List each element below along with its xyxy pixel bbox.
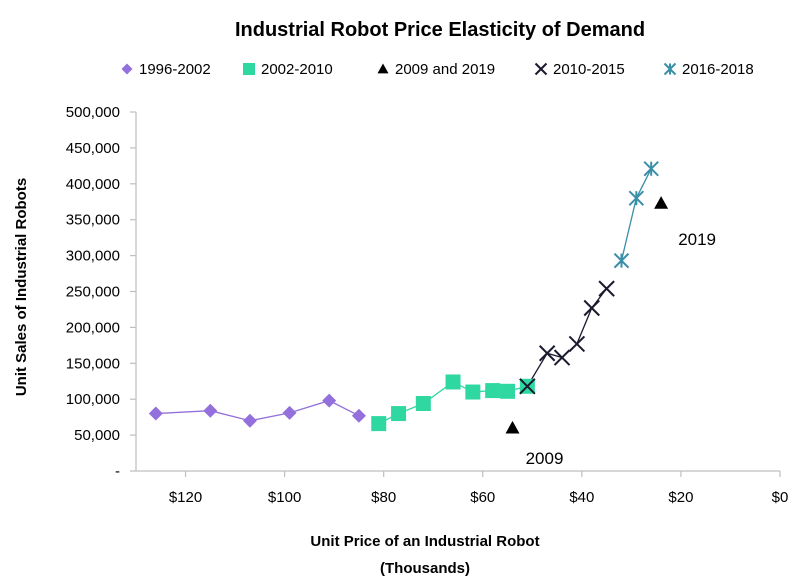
annotations: 2009 2019: [526, 230, 716, 468]
data-point: [371, 416, 387, 432]
legend-swatch: [121, 63, 133, 75]
x-tick-label: $80: [371, 489, 396, 506]
x-tick-label: $20: [668, 489, 693, 506]
legend-label: 2016-2018: [682, 61, 754, 78]
y-axis-title: Unit Sales of Industrial Robots: [13, 178, 30, 396]
y-ticks: - 50,000 100,000 150,000 200,000 250,000 300,0…: [66, 104, 136, 480]
series-line-4: [620, 168, 652, 261]
x-tick-label: $40: [569, 489, 594, 506]
legend-item: 2010-2015: [534, 61, 625, 78]
y-tick-label: 450,000: [66, 140, 120, 157]
x-ticks: $120 $100 $80 $60 $40 $20 $0: [169, 471, 788, 506]
y-tick-label: 350,000: [66, 212, 120, 229]
data-point: [282, 405, 297, 420]
data-point: [465, 384, 481, 400]
series-line-0: [155, 399, 360, 422]
y-tick-label: 200,000: [66, 319, 120, 336]
series-line-3: [526, 288, 608, 387]
data-point: [519, 378, 536, 395]
legend-label: 2010-2015: [553, 61, 625, 78]
data-point: [242, 413, 257, 428]
x-tick-label: $100: [268, 489, 301, 506]
y-tick-label: -: [115, 463, 120, 480]
x-tick-label: $60: [470, 489, 495, 506]
data-point: [485, 383, 501, 399]
plot-area: - 50,000 100,000 150,000 200,000 250,000 300,0…: [66, 104, 789, 506]
legend-item: 2002-2010: [243, 61, 333, 78]
x-tick-label: $0: [772, 489, 789, 506]
series-markers: [148, 161, 669, 434]
data-point: [148, 406, 163, 421]
y-tick-label: 400,000: [66, 176, 120, 193]
legend-swatch: [534, 62, 548, 76]
legend-label: 2002-2010: [261, 61, 333, 78]
data-point: [613, 252, 630, 269]
annotation-label: 2019: [678, 230, 716, 249]
y-tick-label: 50,000: [74, 427, 120, 444]
data-point: [568, 335, 586, 353]
data-point: [203, 403, 218, 418]
y-tick-label: 300,000: [66, 248, 120, 265]
data-point: [322, 393, 337, 408]
data-point: [505, 420, 520, 434]
legend-label: 2009 and 2019: [395, 61, 495, 78]
data-point: [415, 396, 431, 412]
y-tick-label: 250,000: [66, 284, 120, 301]
data-point: [553, 349, 571, 366]
data-point: [628, 190, 645, 206]
legend-label: 1996-2002: [139, 61, 211, 78]
data-point: [538, 345, 556, 362]
data-point: [583, 299, 600, 317]
legend-item: 2016-2018: [663, 61, 754, 78]
legend-item: 1996-2002: [121, 61, 211, 78]
data-point: [654, 196, 669, 209]
x-tick-label: $120: [169, 489, 202, 506]
legend-swatch: [663, 62, 677, 76]
data-point: [598, 280, 615, 297]
legend-swatch: [243, 63, 255, 75]
legend-item: 2009 and 2019: [377, 61, 495, 78]
legend: 1996-2002 2002-2010 2009 and 2019 2010-2015…: [121, 61, 754, 78]
data-point: [500, 383, 516, 399]
x-axis-title: Unit Price of an Industrial Robot: [310, 533, 539, 550]
data-point: [351, 408, 366, 423]
data-point: [643, 161, 659, 177]
legend-swatch: [377, 63, 389, 74]
annotation-label: 2009: [526, 449, 564, 468]
data-point: [445, 374, 461, 390]
data-point: [391, 406, 407, 422]
y-tick-label: 150,000: [66, 355, 120, 372]
chart-title: Industrial Robot Price Elasticity of Dem…: [235, 19, 645, 41]
y-tick-label: 500,000: [66, 104, 120, 121]
y-tick-label: 100,000: [66, 391, 120, 408]
series-lines: [155, 168, 652, 425]
x-axis-subtitle: (Thousands): [380, 560, 470, 577]
